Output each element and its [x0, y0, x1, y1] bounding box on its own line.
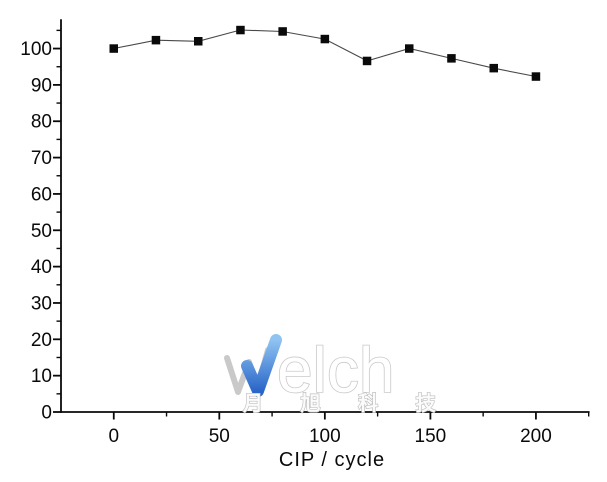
y-tick-label: 30	[31, 293, 52, 314]
data-point	[109, 44, 118, 53]
data-point	[278, 27, 287, 36]
x-tick-label: 200	[520, 426, 552, 447]
data-point	[151, 35, 161, 45]
data-point	[194, 37, 203, 46]
watermark-brand-text: elch	[277, 334, 394, 406]
y-tick-label: 50	[31, 221, 52, 242]
y-tick-label: 40	[31, 257, 52, 278]
data-point	[447, 54, 456, 63]
watermark-cjk-text: 月 旭 科 技	[242, 391, 452, 415]
data-point	[362, 56, 372, 66]
data-point	[405, 44, 414, 53]
data-point	[320, 34, 330, 44]
y-tick-label: 10	[31, 366, 52, 387]
y-tick-label: 0	[41, 403, 52, 424]
x-axis-title: CIP / cycle	[279, 449, 385, 471]
x-tick-label: 100	[309, 426, 341, 447]
x-tick-label: 150	[415, 426, 447, 447]
axes: 0 10 20 30 40 50 60 70 80 90 100 0 50 100 150 200	[20, 19, 590, 447]
x-tick-label: 0	[108, 426, 119, 447]
y-tick-label: 100	[20, 39, 52, 60]
y-tick-label: 90	[31, 75, 52, 96]
y-tick-label: 20	[31, 330, 52, 351]
watermark-welch-logo: elch 月 旭 科 技	[224, 333, 452, 416]
welch-check-icon	[241, 334, 282, 397]
y-tick-label: 80	[31, 112, 52, 133]
y-tick-label: 60	[31, 184, 52, 205]
x-tick-label: 50	[209, 426, 230, 447]
data-point	[236, 25, 245, 35]
data-series	[109, 25, 541, 81]
data-point	[531, 72, 541, 81]
data-point	[489, 63, 498, 73]
y-tick-label: 70	[31, 148, 52, 169]
